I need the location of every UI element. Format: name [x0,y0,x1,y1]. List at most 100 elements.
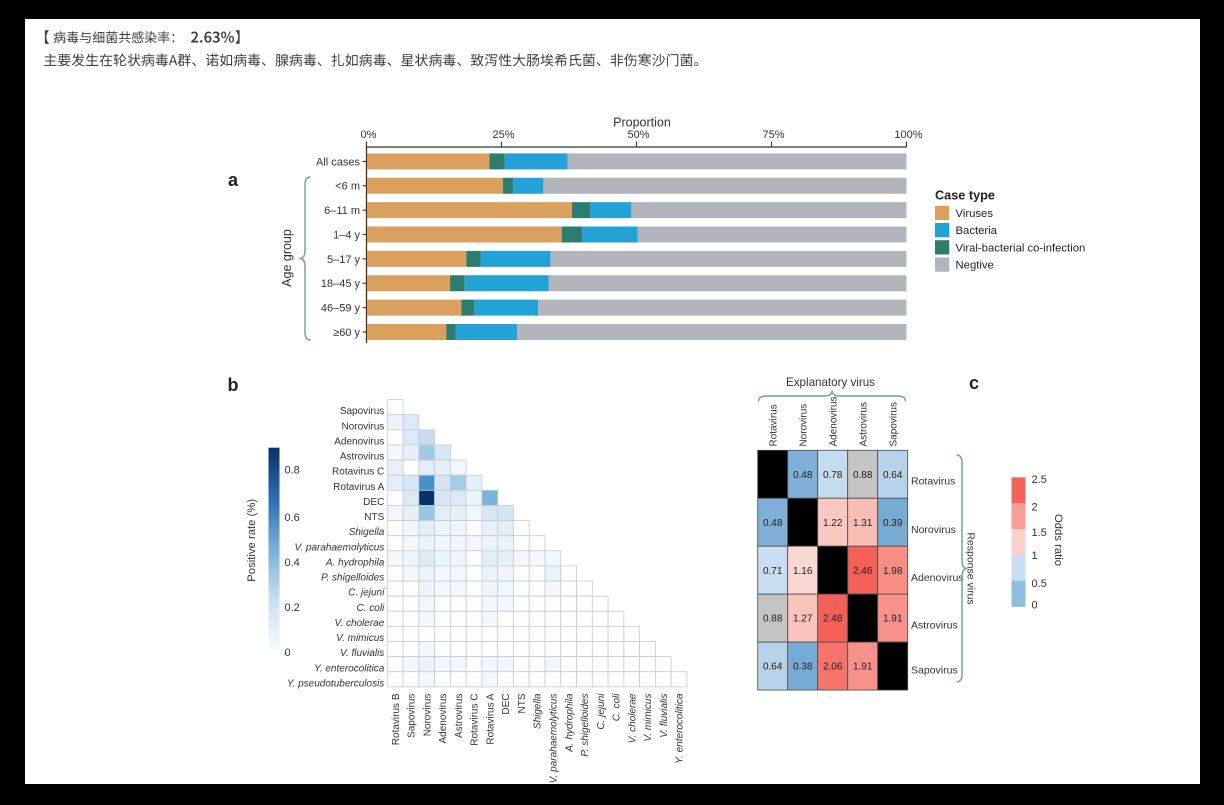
svg-text:2.5: 2.5 [1032,474,1047,486]
svg-text:Response virus: Response virus [965,532,977,604]
svg-text:Shigella: Shigella [533,693,544,729]
svg-text:V. parahaemolyticus: V. parahaemolyticus [294,542,384,553]
svg-text:Norovirus: Norovirus [342,421,385,432]
svg-text:P. shigelloides: P. shigelloides [321,573,384,584]
svg-text:Odds ratio: Odds ratio [1052,514,1064,566]
svg-text:Bacteria: Bacteria [956,225,998,237]
svg-text:Y. pseudotuberculosis: Y. pseudotuberculosis [287,678,384,689]
svg-text:A. hydrophila: A. hydrophila [325,557,385,568]
svg-text:Viral-bacterial co-infection: Viral-bacterial co-infection [956,242,1086,254]
svg-text:Shigella: Shigella [349,527,385,538]
svg-text:DEC: DEC [363,497,384,508]
svg-text:V. mimicus: V. mimicus [336,633,384,644]
svg-text:Norovirus: Norovirus [798,404,809,447]
svg-text:P. shigelloides: P. shigelloides [580,694,591,757]
svg-text:0.64: 0.64 [883,470,903,481]
svg-text:Rotavirus A: Rotavirus A [485,693,496,744]
svg-text:Astrovirus: Astrovirus [911,620,958,632]
svg-text:V. fluvialis: V. fluvialis [659,694,670,738]
svg-text:25%: 25% [492,129,514,141]
svg-text:Sapovirus: Sapovirus [911,664,958,676]
svg-text:50%: 50% [627,129,649,141]
svg-text:0.71: 0.71 [763,566,783,577]
svg-text:Viruses: Viruses [956,208,994,220]
svg-text:1.91: 1.91 [853,662,873,673]
svg-text:2.06: 2.06 [823,662,843,673]
svg-text:DEC: DEC [501,694,512,715]
svg-text:Age group: Age group [280,229,294,287]
svg-text:0%: 0% [361,129,377,141]
svg-text:V. parahaemolyticus: V. parahaemolyticus [548,694,559,784]
svg-text:NTS: NTS [517,693,528,713]
svg-text:V. cholerae: V. cholerae [627,693,638,743]
svg-text:1.98: 1.98 [883,566,903,577]
svg-text:6–11 m: 6–11 m [324,205,360,217]
svg-text:18–45 y: 18–45 y [321,278,361,290]
svg-text:Positive rate (%): Positive rate (%) [246,499,258,582]
svg-text:75%: 75% [762,129,784,141]
svg-text:Y. enterocolitica: Y. enterocolitica [675,693,686,764]
svg-text:Astrovirus: Astrovirus [858,402,869,446]
svg-text:a: a [228,170,239,190]
svg-text:0.48: 0.48 [793,470,813,481]
svg-text:1.27: 1.27 [793,614,813,625]
svg-text:0: 0 [1032,600,1038,612]
svg-text:Norovirus: Norovirus [422,694,433,737]
svg-text:1.16: 1.16 [793,566,813,577]
svg-text:Rotavirus: Rotavirus [768,404,779,446]
svg-text:0.78: 0.78 [823,470,843,481]
svg-text:0.4: 0.4 [285,557,300,569]
svg-text:2.46: 2.46 [853,566,873,577]
svg-text:Rotavirus C: Rotavirus C [470,694,481,746]
svg-text:Rotavirus: Rotavirus [911,475,955,487]
svg-text:46–59 y: 46–59 y [321,303,361,315]
svg-text:1.22: 1.22 [823,518,843,529]
svg-text:C. jejuni: C. jejuni [596,693,607,730]
svg-text:Y. enterocolitica: Y. enterocolitica [314,663,385,674]
svg-text:Rotavirus A: Rotavirus A [333,482,384,493]
svg-text:0.88: 0.88 [853,470,873,481]
svg-text:1.5: 1.5 [1032,527,1047,539]
svg-text:0.8: 0.8 [285,464,300,476]
svg-text:5–17 y: 5–17 y [327,254,361,266]
svg-text:Case type: Case type [935,189,995,203]
svg-text:1.31: 1.31 [853,518,873,529]
svg-text:0.6: 0.6 [285,512,300,524]
svg-text:All cases: All cases [316,156,361,168]
svg-text:Adenovirus: Adenovirus [438,694,449,744]
svg-text:V. mimicus: V. mimicus [643,694,654,742]
svg-text:0.2: 0.2 [285,602,300,614]
svg-text:0: 0 [285,647,291,659]
svg-text:2.48: 2.48 [823,614,843,625]
svg-text:Rotavirus C: Rotavirus C [332,467,384,478]
svg-text:Norovirus: Norovirus [911,524,956,536]
svg-text:1.91: 1.91 [883,614,903,625]
svg-text:Adenovirus: Adenovirus [911,572,964,584]
svg-text:V. cholerae: V. cholerae [334,618,384,629]
svg-text:A. hydrophila: A. hydrophila [564,693,575,753]
svg-text:c: c [969,373,979,393]
svg-text:C. jejuni: C. jejuni [348,588,385,599]
svg-text:NTS: NTS [364,512,384,523]
svg-text:100%: 100% [894,129,922,141]
svg-text:Astrovirus: Astrovirus [340,452,384,463]
svg-text:C. coli: C. coli [357,603,386,614]
svg-text:1: 1 [1032,550,1038,562]
svg-text:≥60 y: ≥60 y [333,327,360,339]
svg-text:0.48: 0.48 [763,518,783,529]
svg-text:C. coli: C. coli [612,693,623,722]
svg-text:0.39: 0.39 [883,518,903,529]
svg-text:Sapovirus: Sapovirus [340,406,384,417]
svg-text:Rotavirus B: Rotavirus B [391,693,402,745]
svg-text:0.64: 0.64 [763,662,783,673]
svg-text:Astrovirus: Astrovirus [454,694,465,738]
svg-text:Negtive: Negtive [956,260,994,272]
svg-text:Adenovirus: Adenovirus [334,436,384,447]
svg-text:0.5: 0.5 [1032,578,1047,590]
svg-text:Sapovirus: Sapovirus [407,694,418,738]
svg-text:V. fluvialis: V. fluvialis [340,648,384,659]
svg-text:Sapovirus: Sapovirus [888,402,899,446]
svg-text:2: 2 [1032,501,1038,513]
svg-text:Adenovirus: Adenovirus [828,396,839,446]
svg-text:0.38: 0.38 [793,662,813,673]
